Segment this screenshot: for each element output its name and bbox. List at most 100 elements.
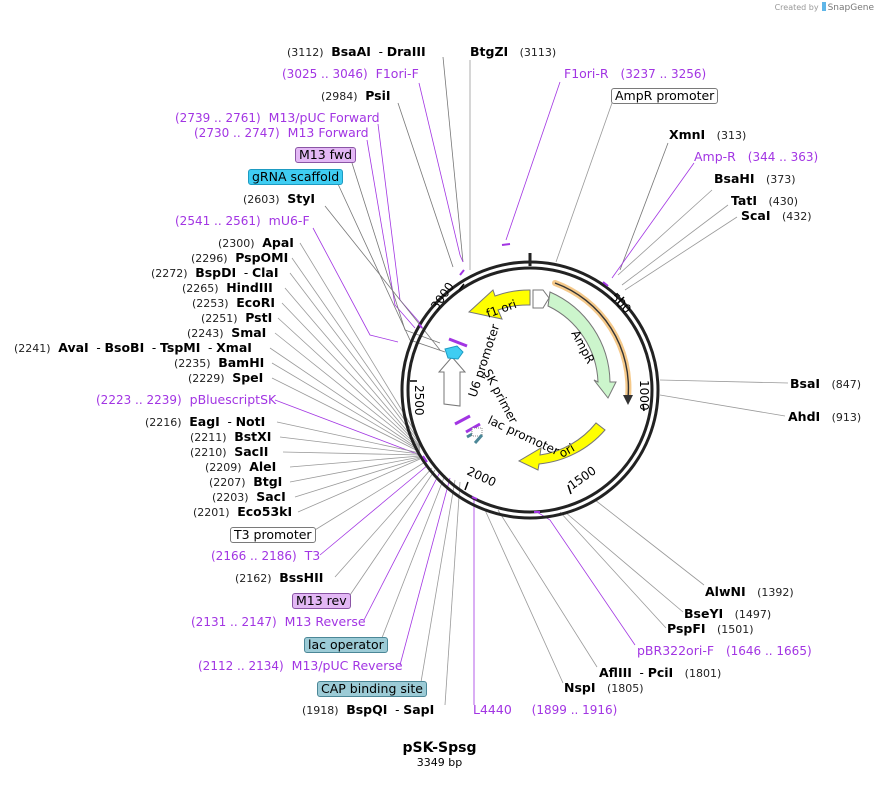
enzyme-name: AhdI <box>788 409 821 424</box>
ori-label: ori <box>557 441 578 461</box>
enzyme-name: PsiI <box>365 88 391 103</box>
feature-m13-fwd[interactable]: M13 fwd <box>295 147 357 163</box>
primer-amp-r[interactable]: Amp-R (344 .. 363) <box>694 150 819 165</box>
enzyme-bstxi[interactable]: (2211) BstXI <box>190 430 271 445</box>
feature-ampr-promoter[interactable]: AmpR promoter <box>611 88 719 104</box>
enzyme-name: SacI <box>256 489 286 504</box>
enzyme-bspqi-sapi[interactable]: (1918) BspQI - SapI <box>302 702 435 718</box>
primer-range: (344 .. 363) <box>747 150 819 164</box>
feature-cap-binding-site[interactable]: CAP binding site <box>317 681 427 697</box>
enzyme-name: BamHI <box>218 355 265 370</box>
ampr-promoter-arrow <box>532 289 550 309</box>
enzyme-position: (2265) <box>182 282 219 295</box>
enzyme-spei[interactable]: (2229) SpeI <box>188 371 263 386</box>
enzyme-position: (2251) <box>201 312 238 325</box>
primer-m13-forward[interactable]: (2730 .. 2747) M13 Forward <box>194 126 369 141</box>
enzyme-bsaai-draiii[interactable]: (3112) BsaAI - DraIII <box>287 44 426 60</box>
primer-f1ori-f[interactable]: (3025 .. 3046) F1ori-F <box>282 66 419 82</box>
enzyme-afliii-pcii[interactable]: AflIII - PciI (1801) <box>599 665 722 681</box>
plasmid-length: 3349 bp <box>416 756 463 769</box>
enzyme-position: (1497) <box>734 608 772 621</box>
enzyme-apai[interactable]: (2300) ApaI <box>218 236 294 251</box>
enzyme-name: PstI <box>245 310 273 325</box>
enzyme-psii[interactable]: (2984) PsiI <box>321 89 391 104</box>
primer-name: F1ori-F <box>375 66 419 81</box>
enzyme-alwni[interactable]: AlwNI (1392) <box>705 585 794 600</box>
primer-m13-reverse[interactable]: (2131 .. 2147) M13 Reverse <box>191 615 366 630</box>
primer-name: M13/pUC Forward <box>268 110 380 125</box>
u6-promoter-arrow <box>437 356 467 407</box>
enzyme-btgi[interactable]: (2207) BtgI <box>209 475 282 490</box>
enzyme-busshii[interactable]: (2162) BssHII <box>235 571 323 586</box>
enzyme-avai-bsobi-tspmi-xmai[interactable]: (2241) AvaI - BsoBI - TspMI - XmaI <box>14 340 252 356</box>
primer-range: (2730 .. 2747) <box>194 126 280 140</box>
enzyme-bamhi[interactable]: (2235) BamHI <box>174 356 264 371</box>
feature-lac-operator[interactable]: lac operator <box>304 637 388 653</box>
enzyme-eagi-noti[interactable]: (2216) EagI - NotI <box>145 414 266 430</box>
tick-label-2000: 2000 <box>465 464 499 490</box>
primer-mu6-f[interactable]: (2541 .. 2561) mU6-F <box>175 213 310 229</box>
primer-pbr322ori-f[interactable]: pBR322ori-F (1646 .. 1665) <box>637 644 812 659</box>
enzyme-psti[interactable]: (2251) PstI <box>201 311 272 326</box>
tick-label-2500: 2500 <box>412 385 426 416</box>
enzyme-position: (2296) <box>191 252 228 265</box>
feature-t3-promoter[interactable]: T3 promoter <box>230 527 316 543</box>
enzyme-name: BsaI <box>790 376 821 391</box>
enzyme-position: (1805) <box>606 682 644 695</box>
ampr-orf-line <box>554 282 630 399</box>
enzyme-name: BtgI <box>253 474 283 489</box>
primer-range: (2131 .. 2147) <box>191 615 277 629</box>
enzyme-sacii[interactable]: (2210) SacII <box>190 445 268 460</box>
enzyme-xmni[interactable]: XmnI (313) <box>669 128 746 143</box>
primer-name: L4440 <box>473 702 512 717</box>
enzyme-name: AlwNI <box>705 584 746 599</box>
enzyme-name: BstXI <box>234 429 272 444</box>
feature-m13-rev[interactable]: M13 rev <box>292 593 351 609</box>
enzyme-tati[interactable]: TatI (430) <box>731 194 798 209</box>
primer-f1ori-r[interactable]: F1ori-R (3237 .. 3256) <box>564 67 707 82</box>
primer-m13-puc-forward[interactable]: (2739 .. 2761) M13/pUC Forward <box>175 110 380 126</box>
snapgene-logo-icon <box>821 2 826 11</box>
enzyme-bsai[interactable]: BsaI (847) <box>790 377 861 392</box>
enzyme-alei[interactable]: (2209) AleI <box>205 460 276 475</box>
primer-range: (3237 .. 3256) <box>620 67 707 81</box>
enzyme-name: PciI <box>647 665 674 680</box>
enzyme-position: (2209) <box>205 461 242 474</box>
enzyme-bsahi[interactable]: BsaHI (373) <box>714 172 796 187</box>
enzyme-bspdi-clai[interactable]: (2272) BspDI - ClaI <box>151 265 279 281</box>
enzyme-pspomi[interactable]: (2296) PspOMI <box>191 251 288 266</box>
enzyme-bseyi[interactable]: BseYI (1497) <box>684 607 771 622</box>
enzyme-name: PspFI <box>667 621 706 636</box>
grna-scaffold-feature <box>444 345 464 360</box>
enzyme-btgzi[interactable]: BtgZI (3113) <box>470 45 556 60</box>
primer-t3[interactable]: (2166 .. 2186) T3 <box>211 549 320 564</box>
enzyme-hindiii[interactable]: (2265) HindIII <box>182 281 273 296</box>
enzyme-position: (1501) <box>716 623 754 636</box>
plasmid-title: pSK-Spsg 3349 bp <box>0 740 879 769</box>
tick-label-1000: 1000 <box>637 380 651 411</box>
enzyme-eco53ki[interactable]: (2201) Eco53kI <box>193 505 292 520</box>
enzyme-scai[interactable]: ScaI (432) <box>741 209 812 224</box>
enzyme-position: (373) <box>765 173 796 186</box>
enzyme-name: HindIII <box>226 280 273 295</box>
enzyme-name: XmaI <box>216 340 252 355</box>
primer-l4440[interactable]: L4440 (1899 .. 1916) <box>473 702 617 718</box>
enzyme-ecori[interactable]: (2253) EcoRI <box>192 296 275 311</box>
enzyme-position: (2235) <box>174 357 211 370</box>
credit-brand: SnapGene <box>827 3 874 13</box>
enzyme-position: (2243) <box>187 327 224 340</box>
feature-grna-scaffold[interactable]: gRNA scaffold <box>248 169 344 185</box>
enzyme-smai[interactable]: (2243) SmaI <box>187 326 266 341</box>
enzyme-position: (2241) <box>14 342 51 355</box>
primer-m13-puc-reverse[interactable]: (2112 .. 2134) M13/pUC Reverse <box>198 659 403 674</box>
enzyme-pspfi[interactable]: PspFI (1501) <box>667 622 754 637</box>
enzyme-ahdi[interactable]: AhdI (913) <box>788 410 861 425</box>
enzyme-name: StyI <box>287 191 315 206</box>
enzyme-saci[interactable]: (2203) SacI <box>212 490 286 505</box>
enzyme-position: (2201) <box>193 506 230 519</box>
primer-name: mU6-F <box>268 213 310 228</box>
primer-pbluescriptsk[interactable]: (2223 .. 2239) pBluescriptSK <box>96 393 276 408</box>
enzyme-styi[interactable]: (2603) StyI <box>243 192 315 207</box>
enzyme-nspi[interactable]: NspI (1805) <box>564 681 644 696</box>
